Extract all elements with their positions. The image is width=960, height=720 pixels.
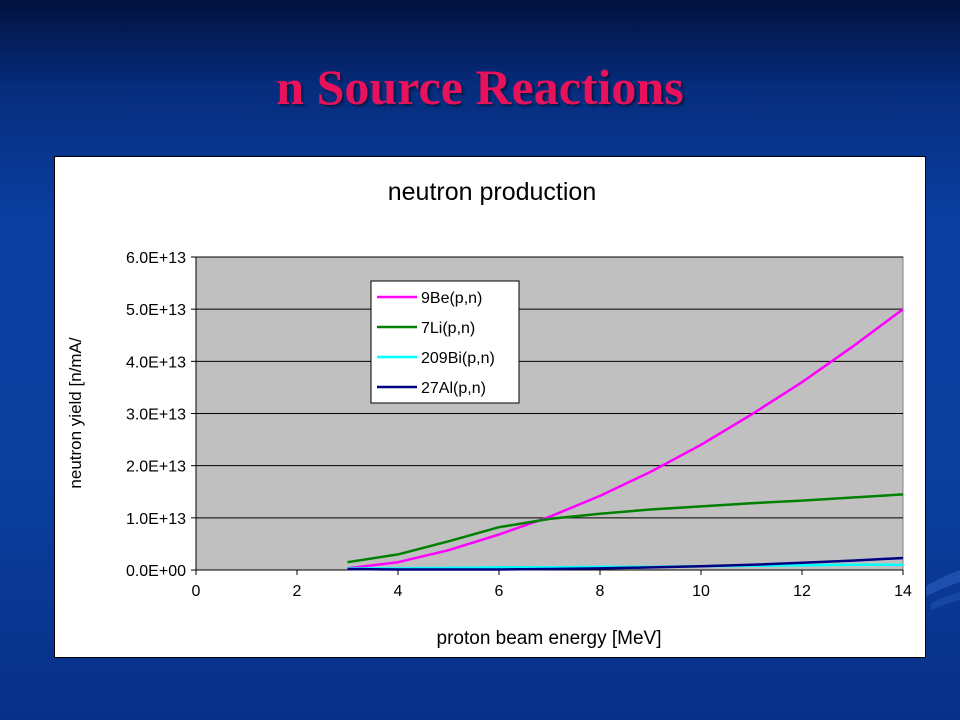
y-tick-label: 2.0E+13 <box>126 459 186 476</box>
y-axis-ticks: 0.0E+00 1.0E+13 2.0E+13 3.0E+13 4.0E+13 5.0E+… <box>126 250 197 580</box>
y-tick-label: 1.0E+13 <box>126 511 186 528</box>
legend: 9Be(p,n) 7Li(p,n) 209Bi(p,n) 27Al(p,n) <box>370 280 520 404</box>
x-tick-label: 8 <box>596 583 605 600</box>
x-axis-label: proton beam energy [MeV] <box>437 628 662 649</box>
legend-label-9be-p-n: 9Be(p,n) <box>421 290 482 307</box>
y-tick-label: 0.0E+00 <box>126 563 186 580</box>
series-line-27al-p-n <box>347 556 904 571</box>
x-axis-ticks: 0 2 4 6 8 10 12 14 <box>192 569 912 600</box>
grid-lines <box>196 256 903 519</box>
legend-label-209bi-p-n: 209Bi(p,n) <box>421 350 495 367</box>
series-line-7li-p-n <box>347 493 904 564</box>
x-tick-label: 12 <box>793 583 811 600</box>
x-tick-label: 0 <box>192 583 201 600</box>
series-line-9be-p-n <box>347 308 904 570</box>
series-lines <box>347 308 904 571</box>
x-tick-label: 10 <box>692 583 710 600</box>
x-tick-label: 4 <box>394 583 403 600</box>
chart-title: neutron production <box>388 178 596 206</box>
legend-label-7li-p-n: 7Li(p,n) <box>421 320 475 337</box>
neutron-production-chart: neutron production 0.0E+00 1.0E+13 2.0E+13… <box>66 178 912 649</box>
y-axis-label: neutron yield [n/mA/ <box>66 337 85 488</box>
legend-box <box>370 280 520 404</box>
y-tick-label: 5.0E+13 <box>126 302 186 319</box>
y-tick-label: 3.0E+13 <box>126 407 186 424</box>
chart-container: neutron production 0.0E+00 1.0E+13 2.0E+13… <box>54 156 926 658</box>
slide-title: n Source Reactions <box>276 59 684 115</box>
y-tick-label: 6.0E+13 <box>126 250 186 267</box>
x-tick-label: 2 <box>293 583 302 600</box>
x-tick-label: 14 <box>894 583 912 600</box>
decorative-swoosh <box>920 570 960 610</box>
y-tick-label: 4.0E+13 <box>126 354 186 371</box>
x-tick-label: 6 <box>495 583 504 600</box>
legend-label-27al-p-n: 27Al(p,n) <box>421 380 486 397</box>
